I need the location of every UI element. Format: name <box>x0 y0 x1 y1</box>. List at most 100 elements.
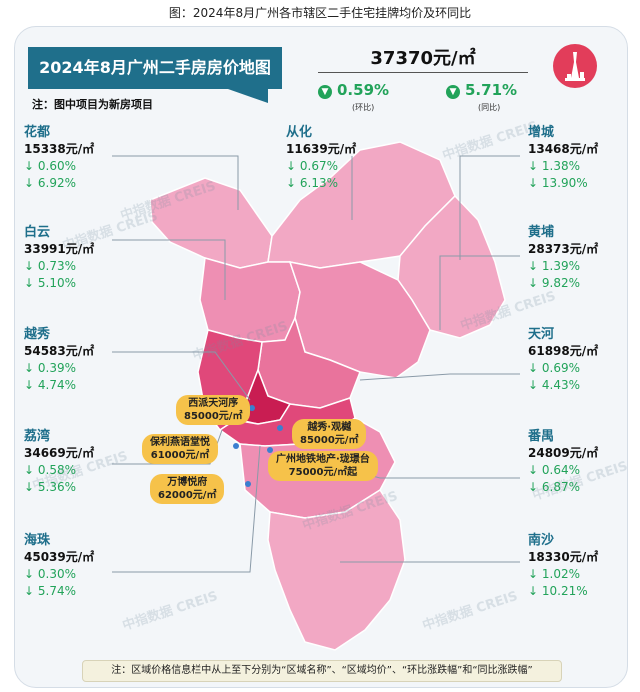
district-price: 45039元/㎡ <box>24 550 95 564</box>
project-dot <box>233 443 239 449</box>
district-price: 24809元/㎡ <box>528 446 599 460</box>
project-price: 85000元/㎡ <box>184 411 243 422</box>
district-nansha: 南沙 18330元/㎡ ↓ 1.02% ↓ 10.21% <box>528 532 598 600</box>
project-name: 越秀·观樾 <box>307 422 352 433</box>
price-divider <box>318 72 528 73</box>
project-tag: 越秀·观樾 85000元/㎡ <box>292 419 367 449</box>
district-price: 15338元/㎡ <box>24 142 95 156</box>
district-mom: ↓ 0.64% <box>528 463 580 477</box>
project-name: 万博悦府 <box>167 477 208 488</box>
overall-yoy-value: 5.71% <box>465 81 518 99</box>
overall-yoy-label: (同比) <box>478 103 501 112</box>
district-mom: ↓ 0.73% <box>24 259 76 273</box>
district-mom: ↓ 0.69% <box>528 361 580 375</box>
district-yuexiu: 越秀 54583元/㎡ ↓ 0.39% ↓ 4.74% <box>24 326 94 394</box>
district-mom: ↓ 1.39% <box>528 259 580 273</box>
project-name: 西派天河序 <box>188 398 239 409</box>
project-tag: 万博悦府 62000元/㎡ <box>150 474 225 504</box>
district-price: 34669元/㎡ <box>24 446 95 460</box>
project-tag: 西派天河序 85000元/㎡ <box>176 395 251 425</box>
district-name: 荔湾 <box>24 429 51 444</box>
project-dot <box>267 447 273 453</box>
leader-haizhu <box>112 445 261 573</box>
new-project-note: 注：图中项目为新房项目 <box>32 98 153 111</box>
district-yoy: ↓ 6.13% <box>286 176 338 190</box>
down-arrow-icon: ▼ <box>318 85 332 99</box>
district-price: 33991元/㎡ <box>24 242 95 256</box>
project-name: 广州地铁地产·珑璟台 <box>276 454 370 465</box>
project-dot <box>245 481 251 487</box>
district-haizhu: 海珠 45039元/㎡ ↓ 0.30% ↓ 5.74% <box>24 532 94 600</box>
district-name: 从化 <box>286 125 313 140</box>
district-liwan: 荔湾 34669元/㎡ ↓ 0.58% ↓ 5.36% <box>24 428 94 496</box>
district-price: 54583元/㎡ <box>24 344 95 358</box>
banner-title: 2024年8月广州二手房房价地图 <box>28 47 282 89</box>
district-name: 黄埔 <box>528 225 555 240</box>
district-name: 南沙 <box>528 533 555 548</box>
overall-mom-value: 0.59% <box>337 81 390 99</box>
district-yoy: ↓ 5.74% <box>24 584 76 598</box>
project-price: 62000元/㎡ <box>158 490 217 501</box>
district-yoy: ↓ 5.36% <box>24 480 76 494</box>
district-mom: ↓ 1.02% <box>528 567 580 581</box>
leader-baiyun <box>112 239 226 300</box>
project-name: 保利燕语堂悦 <box>150 437 210 448</box>
district-name: 天河 <box>528 327 555 342</box>
district-price: 61898元/㎡ <box>528 344 599 358</box>
district-name: 越秀 <box>24 327 51 342</box>
district-mom: ↓ 1.38% <box>528 159 580 173</box>
leader-huangpu <box>439 255 520 330</box>
leader-zengcheng <box>459 155 520 260</box>
project-dot <box>249 405 255 411</box>
banner-tail <box>228 89 268 103</box>
district-baiyun: 白云 33991元/㎡ ↓ 0.73% ↓ 5.10% <box>24 224 94 292</box>
project-tag: 广州地铁地产·珑璟台 75000元/㎡起 <box>268 451 378 481</box>
district-mom: ↓ 0.30% <box>24 567 76 581</box>
district-yoy: ↓ 9.82% <box>528 276 580 290</box>
overall-price: 37370元/㎡ <box>370 48 476 69</box>
district-panyu: 番禺 24809元/㎡ ↓ 0.64% ↓ 6.87% <box>528 428 598 496</box>
district-name: 海珠 <box>24 533 51 548</box>
district-conghua: 从化 11639元/㎡ ↓ 0.67% ↓ 6.13% <box>286 124 356 192</box>
district-price: 13468元/㎡ <box>528 142 599 156</box>
district-zengcheng: 增城 13468元/㎡ ↓ 1.38% ↓ 13.90% <box>528 124 598 192</box>
district-price: 28373元/㎡ <box>528 242 599 256</box>
district-tianhe: 天河 61898元/㎡ ↓ 0.69% ↓ 4.43% <box>528 326 598 394</box>
district-yoy: ↓ 6.92% <box>24 176 76 190</box>
project-price: 75000元/㎡起 <box>288 467 358 478</box>
district-mom: ↓ 0.67% <box>286 159 338 173</box>
leader-liwan <box>112 429 223 465</box>
project-dot <box>277 425 283 431</box>
district-name: 番禺 <box>528 429 555 444</box>
district-huadu: 花都 15338元/㎡ ↓ 0.60% ↓ 6.92% <box>24 124 94 192</box>
map-region-nansha <box>267 488 406 651</box>
district-mom: ↓ 0.39% <box>24 361 76 375</box>
project-price: 85000元/㎡ <box>300 435 359 446</box>
district-price: 18330元/㎡ <box>528 550 599 564</box>
district-name: 增城 <box>528 125 555 140</box>
district-mom: ↓ 0.60% <box>24 159 76 173</box>
leader-huadu <box>112 155 239 210</box>
district-price: 11639元/㎡ <box>286 142 357 156</box>
project-price: 61000元/㎡ <box>150 450 210 461</box>
figure-caption: 图：2024年8月广州各市辖区二手住宅挂牌均价及环同比 <box>168 6 472 20</box>
overall-yoy: ▼ 5.71% <box>446 81 517 99</box>
district-yoy: ↓ 4.43% <box>528 378 580 392</box>
district-yoy: ↓ 5.10% <box>24 276 76 290</box>
district-yoy: ↓ 4.74% <box>24 378 76 392</box>
district-yoy: ↓ 13.90% <box>528 176 588 190</box>
district-name: 花都 <box>24 125 51 140</box>
legend-note: 注：区域价格信息栏中从上至下分别为“区域名称”、“区域均价”、“环比涨跌幅”和“… <box>82 660 562 682</box>
project-tag: 保利燕语堂悦 61000元/㎡ <box>142 434 218 464</box>
district-yoy: ↓ 6.87% <box>528 480 580 494</box>
district-mom: ↓ 0.58% <box>24 463 76 477</box>
district-name: 白云 <box>24 225 51 240</box>
leader-yuexiu <box>112 351 251 401</box>
district-huangpu: 黄埔 28373元/㎡ ↓ 1.39% ↓ 9.82% <box>528 224 598 292</box>
overall-mom: ▼ 0.59% <box>318 81 389 99</box>
leader-tianhe <box>359 373 520 381</box>
district-yoy: ↓ 10.21% <box>528 584 588 598</box>
down-arrow-icon: ▼ <box>446 85 460 99</box>
canton-tower-logo-icon <box>553 44 597 88</box>
